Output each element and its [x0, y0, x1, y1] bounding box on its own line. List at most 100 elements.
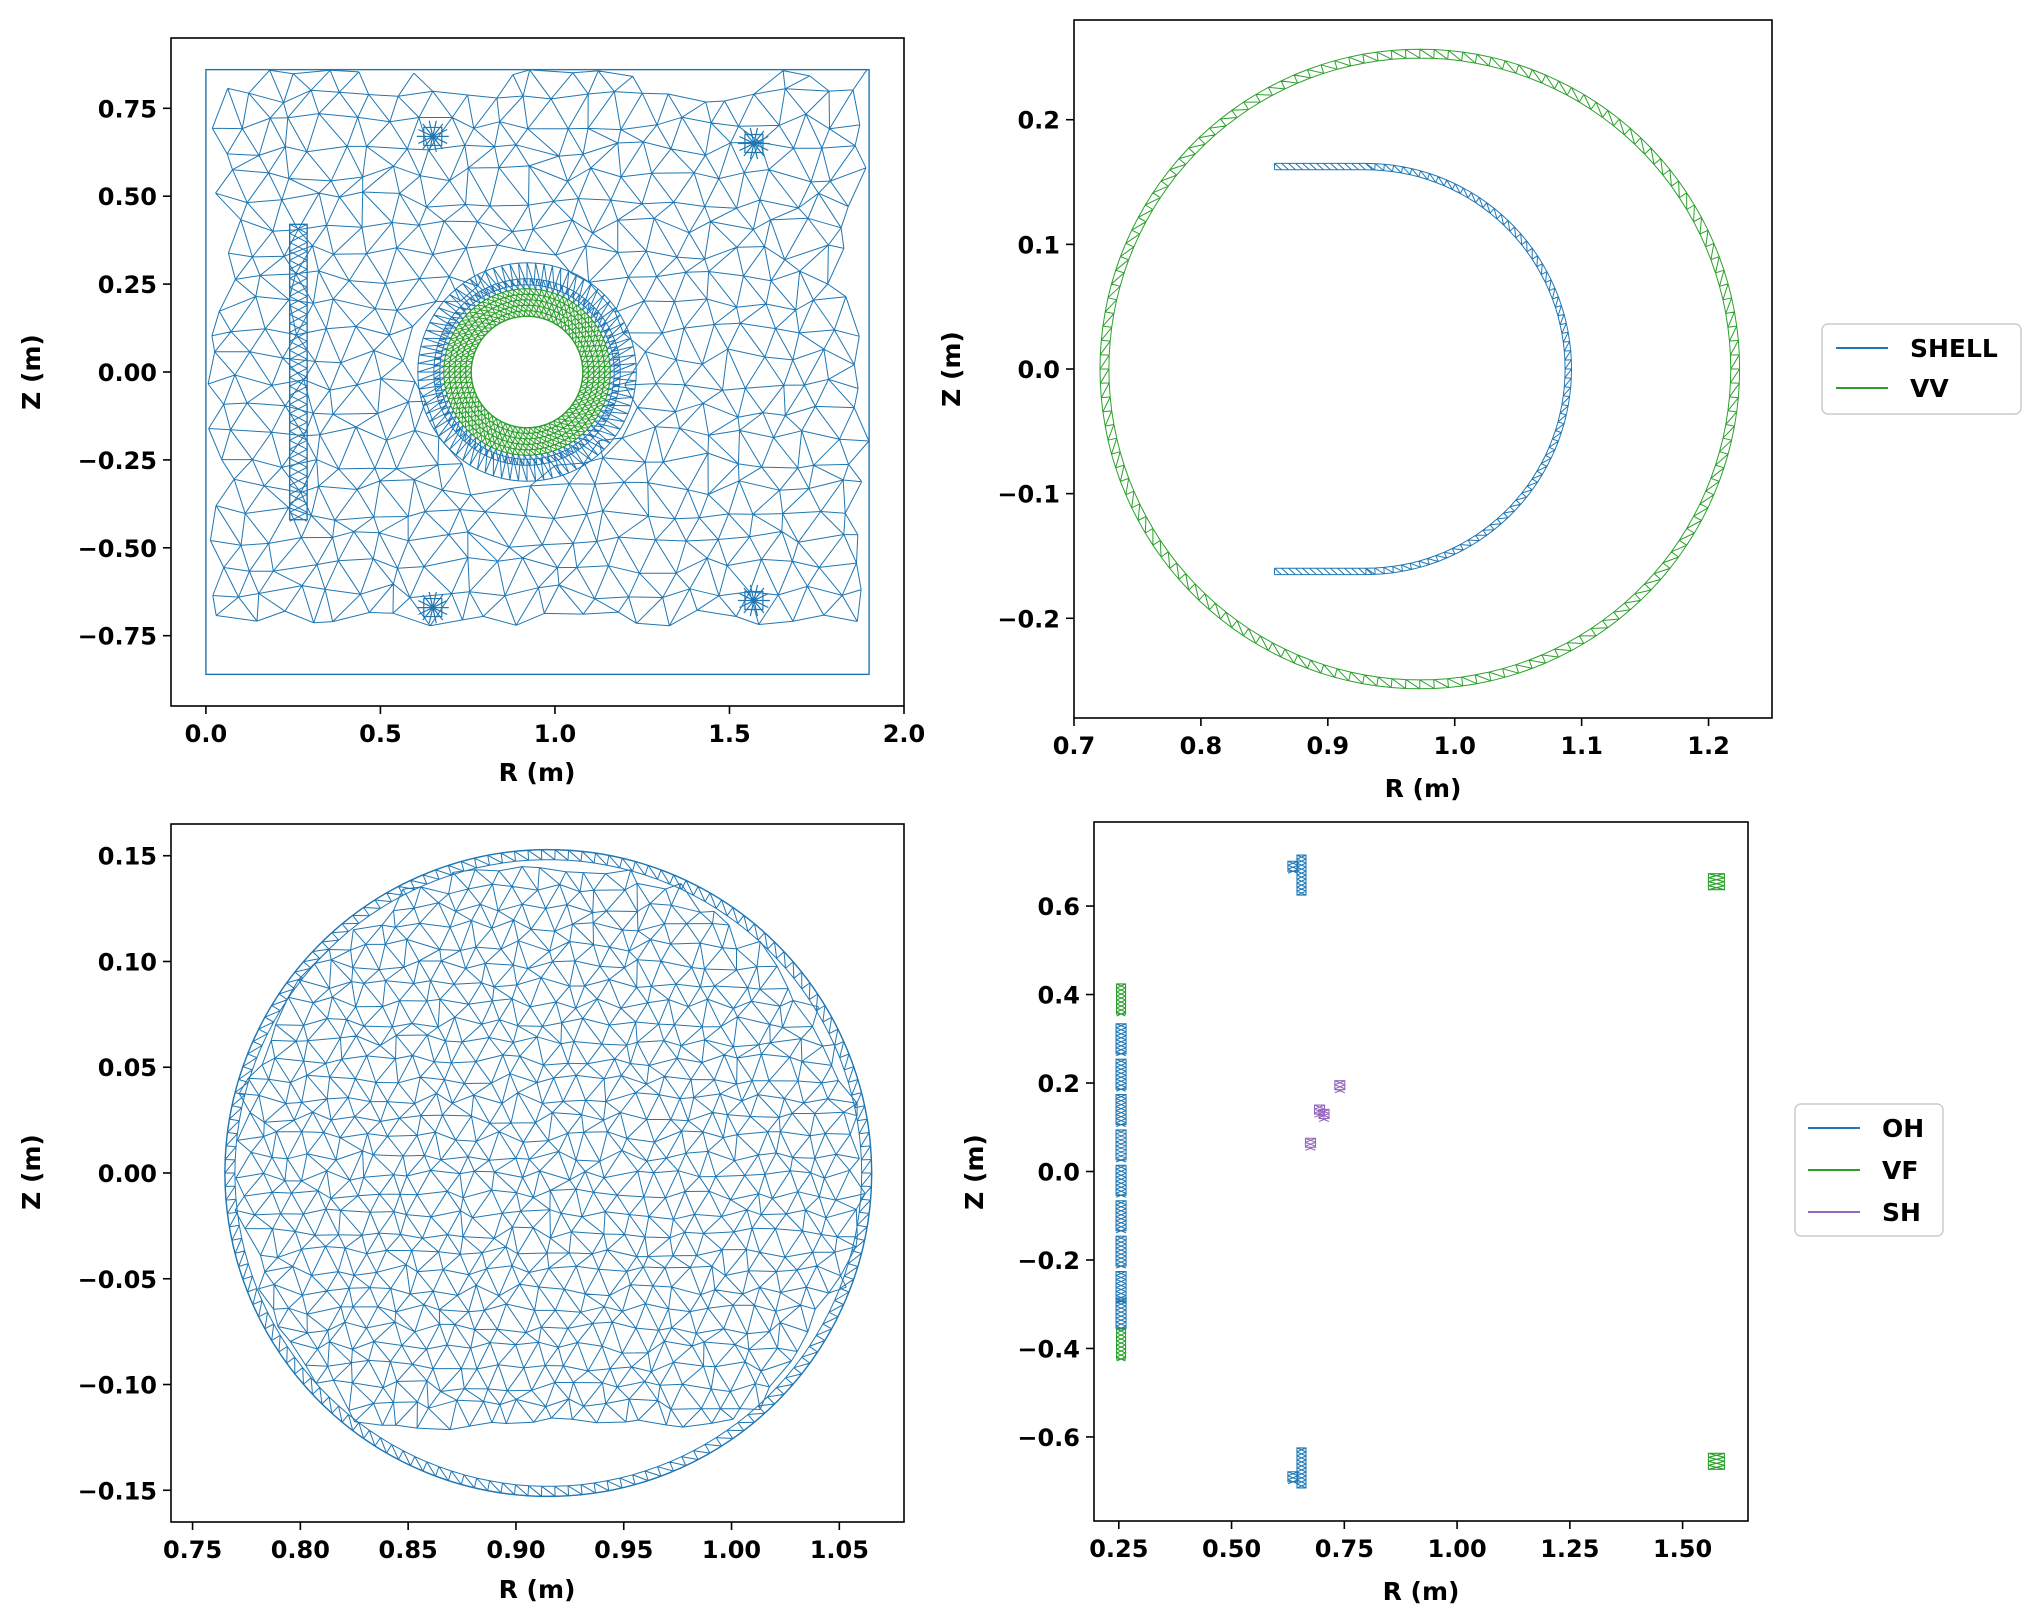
x-tick-label: 0.5 [359, 720, 402, 748]
y-tick-label: −0.25 [78, 447, 157, 475]
y-axis-label: Z (m) [17, 1134, 46, 1210]
legend-label-sh: SH [1882, 1198, 1921, 1227]
coil-mesh-oh [1296, 854, 1307, 896]
plot-area [224, 848, 873, 1498]
coil-refinement-mesh [737, 584, 770, 617]
x-tick-label: 1.5 [708, 720, 751, 748]
coil-refinement-mesh [416, 591, 449, 624]
coil-refinement-mesh [416, 120, 449, 153]
plasma-boundary [470, 315, 584, 429]
y-tick-label: −0.10 [78, 1372, 157, 1400]
coil-refinement-mesh [737, 127, 770, 160]
panel-coils: 0.25 0.50 0.75 1.00 1.25 1.50 −0.6 −0.4 −0.2 0.0 0… [960, 821, 1944, 1606]
vessel-ring-mesh [443, 288, 611, 456]
x-tick-label: 1.50 [1653, 1535, 1712, 1563]
legend-label-oh: OH [1882, 1114, 1924, 1143]
disk-boundary [224, 848, 873, 1498]
x-tick-label: 1.1 [1560, 732, 1603, 760]
axis-ticks: 0.0 0.5 1.0 1.5 2.0 −0.75 −0.50 −0.25 0.00 0.25 0.… [78, 95, 926, 748]
y-tick-label: 0.10 [98, 948, 157, 976]
coil-mesh-oh [1296, 1447, 1307, 1489]
coil-mesh-oh [1115, 1058, 1127, 1092]
legend: OH VF SH [1794, 1103, 1944, 1237]
x-tick-label: 1.25 [1540, 1535, 1599, 1563]
plot-area [1115, 854, 1725, 1489]
y-tick-label: 0.0 [1017, 356, 1060, 384]
legend-box [1794, 1103, 1944, 1237]
coil-mesh-vf [1116, 983, 1127, 1017]
oh-strip-mesh [289, 223, 308, 522]
x-tick-label: 0.85 [379, 1536, 438, 1564]
y-tick-label: −0.2 [1017, 1247, 1080, 1275]
x-tick-label: 0.0 [185, 720, 228, 748]
y-tick-label: 0.00 [98, 1160, 157, 1188]
y-tick-label: 0.15 [98, 843, 157, 871]
coil-mesh-sh [1334, 1080, 1346, 1094]
y-tick-label: 0.50 [98, 183, 157, 211]
x-axis-label: R (m) [499, 758, 576, 787]
y-tick-label: 0.0 [1037, 1159, 1080, 1187]
y-tick-label: 0.25 [98, 271, 157, 299]
y-axis-label: Z (m) [937, 331, 966, 407]
coil-mesh-oh [1115, 1129, 1127, 1163]
coil-mesh-oh [1115, 1164, 1127, 1198]
vv-ring-mesh [1099, 48, 1741, 690]
x-axis-label: R (m) [499, 1575, 576, 1604]
mesh-edges [207, 69, 870, 627]
coil-mesh-oh [1115, 1023, 1127, 1057]
legend: SHELL VV [1821, 323, 2022, 415]
shell-leg-mesh [1274, 567, 1373, 576]
x-tick-label: 0.75 [163, 1536, 222, 1564]
y-tick-label: −0.50 [78, 535, 157, 563]
x-tick-label: 0.75 [1315, 1535, 1374, 1563]
x-tick-label: 0.95 [594, 1536, 653, 1564]
panel-full-mesh: 0.0 0.5 1.0 1.5 2.0 −0.75 −0.50 −0.25 0.00 0.25 0.… [17, 37, 926, 787]
axis-ticks: 0.25 0.50 0.75 1.00 1.25 1.50 −0.6 −0.4 −0.2 0.0 0… [1017, 893, 1712, 1563]
y-tick-label: 0.6 [1037, 893, 1080, 921]
y-tick-label: −0.15 [78, 1477, 157, 1505]
coil-mesh-oh [1287, 860, 1299, 874]
x-axis-label: R (m) [1383, 1577, 1460, 1606]
y-tick-label: −0.05 [78, 1266, 157, 1294]
coil-mesh-oh [1115, 1094, 1127, 1128]
plot-area [1099, 48, 1741, 690]
y-tick-label: 0.2 [1037, 1070, 1080, 1098]
y-tick-label: −0.2 [997, 605, 1060, 633]
axis-ticks: 0.75 0.80 0.85 0.90 0.95 1.00 1.05 −0.15 −0.10 −0… [78, 843, 869, 1564]
x-tick-label: 0.7 [1053, 732, 1096, 760]
shell-arc-mesh [1365, 162, 1572, 576]
coil-mesh-oh [1115, 1200, 1127, 1234]
coil-mesh-oh [1287, 1471, 1299, 1485]
y-tick-label: −0.4 [1017, 1335, 1080, 1363]
legend-label-vv: VV [1910, 374, 1949, 403]
coil-mesh-sh [1304, 1137, 1317, 1151]
y-tick-label: 0.2 [1017, 107, 1060, 135]
y-tick-label: 0.05 [98, 1054, 157, 1082]
x-tick-label: 1.05 [810, 1536, 869, 1564]
domain-boundary [205, 68, 870, 676]
y-tick-label: 0.1 [1017, 231, 1060, 259]
y-tick-label: −0.1 [997, 481, 1060, 509]
x-axis-label: R (m) [1385, 774, 1462, 803]
coil-mesh-vf [1116, 1328, 1127, 1362]
y-tick-label: −0.75 [78, 623, 157, 651]
legend-label-vf: VF [1882, 1156, 1918, 1185]
legend-label-shell: SHELL [1910, 334, 1998, 363]
x-tick-label: 0.80 [271, 1536, 330, 1564]
x-tick-label: 0.50 [1202, 1535, 1261, 1563]
coil-mesh-vf [1707, 1452, 1725, 1470]
x-tick-label: 0.25 [1089, 1535, 1148, 1563]
oh-strip-outline [288, 223, 308, 521]
x-tick-label: 1.00 [702, 1536, 761, 1564]
x-tick-label: 1.0 [534, 720, 577, 748]
x-tick-label: 2.0 [883, 720, 926, 748]
x-tick-label: 1.0 [1433, 732, 1476, 760]
x-tick-label: 1.00 [1427, 1535, 1486, 1563]
coil-mesh-oh [1115, 1297, 1127, 1331]
x-tick-label: 0.90 [486, 1536, 545, 1564]
coil-mesh-sh [1318, 1108, 1330, 1123]
plot-area [205, 68, 870, 676]
y-axis-label: Z (m) [960, 1134, 989, 1210]
panel-shell-vv: 0.7 0.8 0.9 1.0 1.1 1.2 −0.2 −0.1 0.0 0.1 0.2 R (m… [937, 19, 2022, 803]
